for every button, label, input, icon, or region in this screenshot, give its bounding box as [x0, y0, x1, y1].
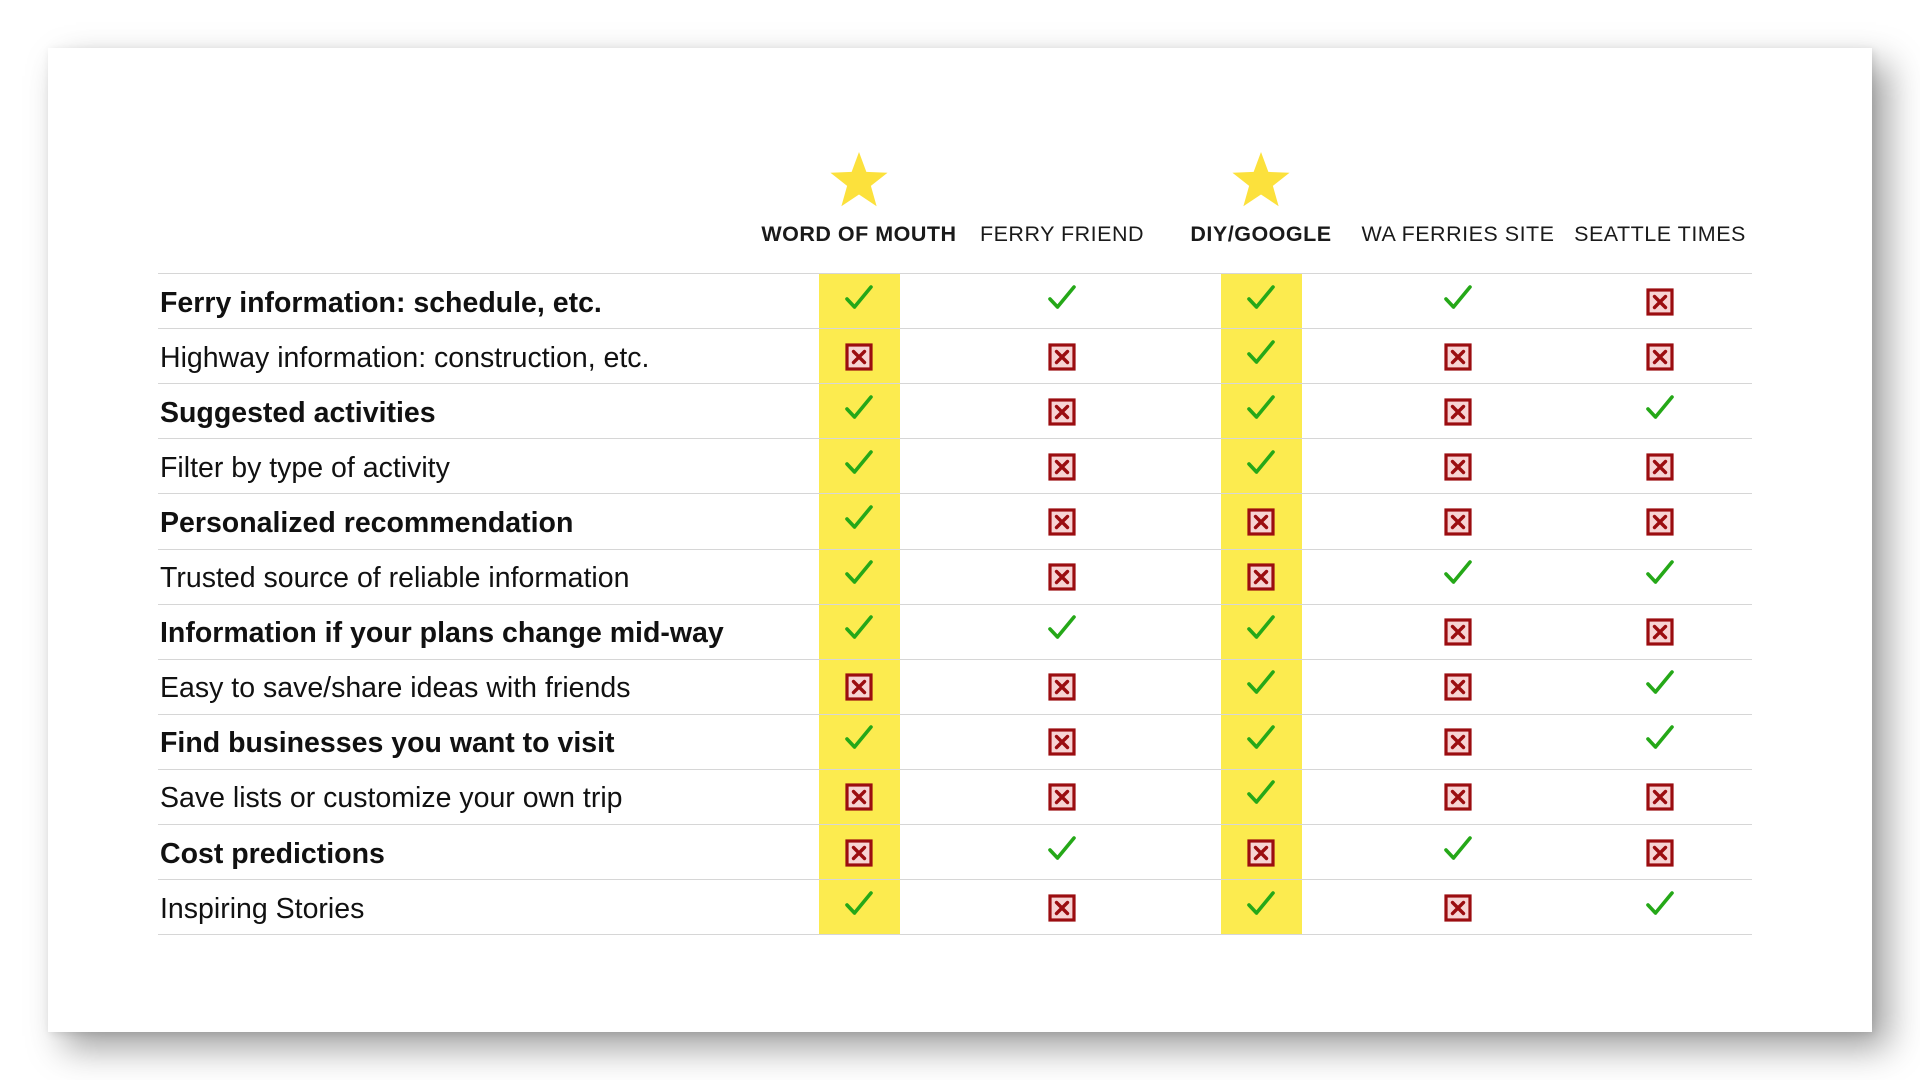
row-label: Information if your plans change mid-way [160, 617, 724, 650]
row-divider [158, 658, 1752, 660]
cross-icon [1047, 452, 1077, 482]
row-label: Highway information: construction, etc. [160, 341, 650, 374]
row-divider [158, 438, 1752, 440]
cross-icon [1443, 397, 1473, 427]
cross-icon [1047, 507, 1077, 537]
check-icon [844, 503, 874, 533]
cross-icon [1443, 727, 1473, 757]
check-icon [1246, 613, 1276, 643]
comparison-slide [48, 48, 1872, 1032]
check-icon [1645, 393, 1675, 423]
check-icon [1645, 558, 1675, 588]
cross-icon [1047, 782, 1077, 812]
cross-icon [1246, 507, 1276, 537]
cross-icon [1047, 893, 1077, 923]
column-header: SEATTLE TIMES [1574, 222, 1746, 246]
cross-icon [1645, 287, 1675, 317]
check-icon [1246, 393, 1276, 423]
column-header: WORD OF MOUTH [761, 222, 957, 246]
cross-icon [1645, 452, 1675, 482]
cross-icon [1047, 727, 1077, 757]
cross-icon [1645, 838, 1675, 868]
check-icon [1246, 448, 1276, 478]
row-label: Suggested activities [160, 396, 436, 429]
row-divider [158, 328, 1752, 330]
check-icon [1246, 283, 1276, 313]
row-divider [158, 273, 1752, 274]
row-label: Cost predictions [160, 837, 385, 870]
cross-icon [1443, 672, 1473, 702]
check-icon [1645, 889, 1675, 919]
column-header: DIY/GOOGLE [1190, 222, 1332, 246]
cross-icon [844, 838, 874, 868]
check-icon [844, 558, 874, 588]
cross-icon [1443, 507, 1473, 537]
cross-icon [1645, 507, 1675, 537]
row-label: Filter by type of activity [160, 451, 450, 484]
cross-icon [1047, 397, 1077, 427]
cross-icon [1047, 342, 1077, 372]
cross-icon [1645, 342, 1675, 372]
cross-icon [1047, 672, 1077, 702]
row-label: Inspiring Stories [160, 892, 365, 925]
cross-icon [1443, 617, 1473, 647]
check-icon [1443, 283, 1473, 313]
cross-icon [1443, 782, 1473, 812]
check-icon [1246, 338, 1276, 368]
check-icon [1443, 558, 1473, 588]
cross-icon [1047, 562, 1077, 592]
check-icon [1246, 723, 1276, 753]
cross-icon [1443, 342, 1473, 372]
check-icon [1047, 834, 1077, 864]
star-icon [828, 150, 890, 210]
row-divider [158, 934, 1752, 936]
row-divider [158, 879, 1752, 881]
column-header: FERRY FRIEND [979, 222, 1145, 246]
row-divider [158, 713, 1752, 715]
check-icon [1047, 283, 1077, 313]
row-label: Ferry information: schedule, etc. [160, 286, 602, 319]
check-icon [1443, 834, 1473, 864]
check-icon [844, 283, 874, 313]
cross-icon [844, 782, 874, 812]
cross-icon [1443, 452, 1473, 482]
row-divider [158, 493, 1752, 495]
check-icon [1246, 668, 1276, 698]
row-divider [158, 383, 1752, 385]
row-label: Save lists or customize your own trip [160, 782, 623, 815]
column-header: WA FERRIES SITE [1361, 222, 1555, 246]
star-icon [1230, 150, 1292, 210]
cross-icon [844, 672, 874, 702]
cross-icon [844, 342, 874, 372]
check-icon [1246, 889, 1276, 919]
cross-icon [1645, 782, 1675, 812]
check-icon [844, 723, 874, 753]
check-icon [844, 889, 874, 919]
row-label: Personalized recommendation [160, 506, 574, 539]
cross-icon [1645, 617, 1675, 647]
row-label: Easy to save/share ideas with friends [160, 672, 631, 705]
row-divider [158, 603, 1752, 605]
row-divider [158, 824, 1752, 825]
row-label: Trusted source of reliable information [160, 562, 630, 595]
check-icon [844, 393, 874, 423]
cross-icon [1246, 838, 1276, 868]
cross-icon [1443, 893, 1473, 923]
check-icon [844, 448, 874, 478]
check-icon [1645, 668, 1675, 698]
row-divider [158, 548, 1752, 550]
row-label: Find businesses you want to visit [160, 727, 615, 760]
check-icon [1246, 778, 1276, 808]
check-icon [844, 613, 874, 643]
cross-icon [1246, 562, 1276, 592]
check-icon [1047, 613, 1077, 643]
row-divider [158, 768, 1752, 770]
check-icon [1645, 723, 1675, 753]
